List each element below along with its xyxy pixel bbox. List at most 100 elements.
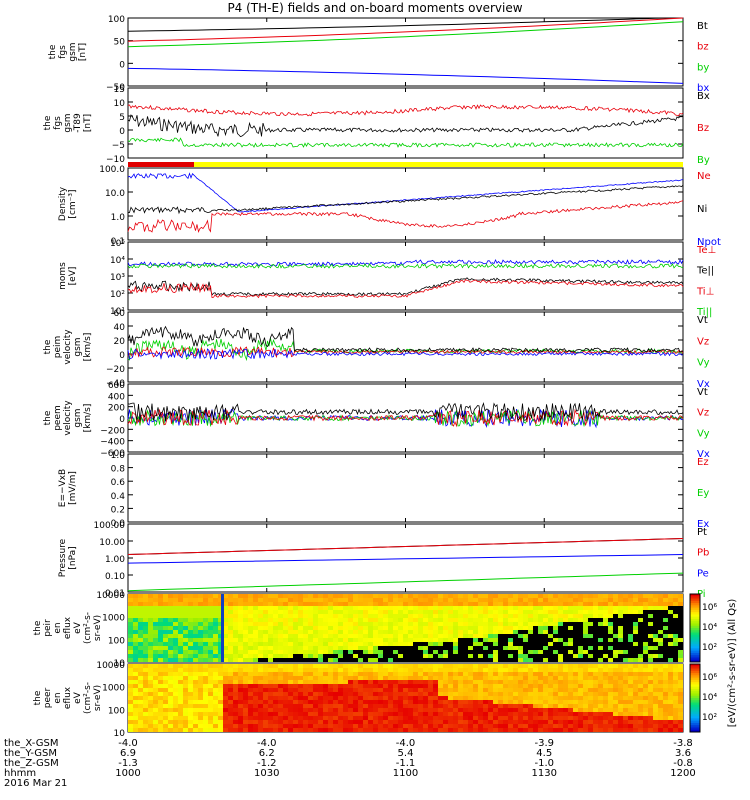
spectrogram-cell xyxy=(383,606,388,610)
spectrogram-cell xyxy=(303,654,308,658)
spectrogram-cell xyxy=(518,594,523,598)
spectrogram-cell xyxy=(288,642,293,646)
spectrogram-cell xyxy=(408,634,413,638)
spectrogram-cell xyxy=(493,622,498,626)
spectrogram-cell xyxy=(193,724,198,728)
spectrogram-cell xyxy=(203,684,208,688)
spectrogram-cell xyxy=(408,708,413,712)
spectrogram-cell xyxy=(298,664,303,668)
ephemeris-value: -1.3 xyxy=(118,758,138,769)
spectrogram-cell xyxy=(163,676,168,680)
ephemeris-value: 6.9 xyxy=(120,748,136,759)
spectrogram-cell xyxy=(443,606,448,610)
spectrogram-cell xyxy=(253,646,258,650)
colorbar-frame xyxy=(689,593,701,663)
spectrogram-cell xyxy=(208,708,213,712)
spectrogram-cell xyxy=(473,668,478,672)
spectrogram-cell xyxy=(438,724,443,728)
spectrogram-cell xyxy=(288,684,293,688)
spectrogram-cell xyxy=(358,680,363,684)
spectrogram-cell xyxy=(218,638,223,642)
spectrogram-cell xyxy=(248,650,253,654)
spectrogram-cell xyxy=(238,664,243,668)
spectrogram-cell xyxy=(478,696,483,700)
ytick-label: 600 xyxy=(108,381,125,391)
spectrogram-cell xyxy=(333,594,338,598)
ephemeris-label: the_Z-GSM xyxy=(4,758,59,769)
spectrogram-cell xyxy=(418,676,423,680)
spectrogram-cell xyxy=(658,696,663,700)
spectrogram-cell xyxy=(273,606,278,610)
spectrogram-cell xyxy=(378,646,383,650)
legend-label: Ez xyxy=(697,457,709,468)
spectrogram-cell xyxy=(368,622,373,626)
spectrogram-cell xyxy=(268,602,273,606)
spectrogram-cell xyxy=(273,618,278,622)
spectrogram-cell xyxy=(313,594,318,598)
spectrogram-cell xyxy=(293,668,298,672)
spectrogram-cell xyxy=(328,664,333,668)
spectrogram-cell xyxy=(678,728,683,732)
spectrogram-cell xyxy=(418,664,423,668)
spectrogram-cell xyxy=(463,622,468,626)
spectrogram-cell xyxy=(453,728,458,732)
spectrogram-cell xyxy=(468,664,473,668)
spectrogram-cell xyxy=(453,692,458,696)
spectrogram-cell xyxy=(243,700,248,704)
spectrogram-cell xyxy=(528,646,533,650)
spectrogram-cell xyxy=(153,672,158,676)
spectrogram-cell xyxy=(228,646,233,650)
spectrogram-cell xyxy=(383,720,388,724)
spectrogram-cell xyxy=(423,696,428,700)
spectrogram-cell xyxy=(363,638,368,642)
spectrogram-cell xyxy=(643,622,648,626)
spectrogram-cell xyxy=(173,680,178,684)
spectrogram-cell xyxy=(383,594,388,598)
spectrogram-cell xyxy=(153,606,158,610)
spectrogram-cell xyxy=(623,650,628,654)
spectrogram-cell xyxy=(378,724,383,728)
spectrogram-cell xyxy=(263,626,268,630)
spectrogram-cell xyxy=(538,696,543,700)
spectrogram-cell xyxy=(563,720,568,724)
spectrogram-cell xyxy=(213,692,218,696)
spectrogram-cell xyxy=(293,680,298,684)
spectrogram-cell xyxy=(278,716,283,720)
series-line-By xyxy=(127,137,684,148)
spectrogram-cell xyxy=(273,680,278,684)
spectrogram-cell xyxy=(608,614,613,618)
spectrogram-cell xyxy=(398,622,403,626)
legend-label: Bx xyxy=(697,91,710,102)
spectrogram-cell xyxy=(338,712,343,716)
spectrogram-cell xyxy=(198,692,203,696)
spectrogram-cell xyxy=(533,720,538,724)
spectrogram-cell xyxy=(283,610,288,614)
spectrogram-cell xyxy=(463,672,468,676)
spectrogram-cell xyxy=(603,594,608,598)
spectrogram-cell xyxy=(173,708,178,712)
spectrogram-cell xyxy=(468,704,473,708)
spectrogram-cell xyxy=(448,658,453,662)
spectrogram-cell xyxy=(548,634,553,638)
spectrogram-cell xyxy=(338,594,343,598)
spectrogram-cell xyxy=(253,716,258,720)
spectrogram-cell xyxy=(623,614,628,618)
spectrogram-cell xyxy=(548,668,553,672)
spectrogram-cell xyxy=(248,606,253,610)
spectrogram-cell xyxy=(163,692,168,696)
figure-title: P4 (TH-E) fields and on-board moments ov… xyxy=(227,1,523,15)
spectrogram-cell xyxy=(188,638,193,642)
spectrogram-cell xyxy=(443,594,448,598)
series-line-Vz xyxy=(127,408,684,428)
spectrogram-cell xyxy=(383,618,388,622)
spectrogram-cell xyxy=(273,622,278,626)
spectrogram-cell xyxy=(153,622,158,626)
spectrogram-cell xyxy=(233,638,238,642)
spectrogram-cell xyxy=(598,638,603,642)
spectrogram-cell xyxy=(348,684,353,688)
spectrogram-cell xyxy=(223,668,228,672)
spectrogram-cell xyxy=(403,606,408,610)
spectrogram-cell xyxy=(393,618,398,622)
spectrogram-cell xyxy=(308,676,313,680)
spectrogram-cell xyxy=(678,724,683,728)
